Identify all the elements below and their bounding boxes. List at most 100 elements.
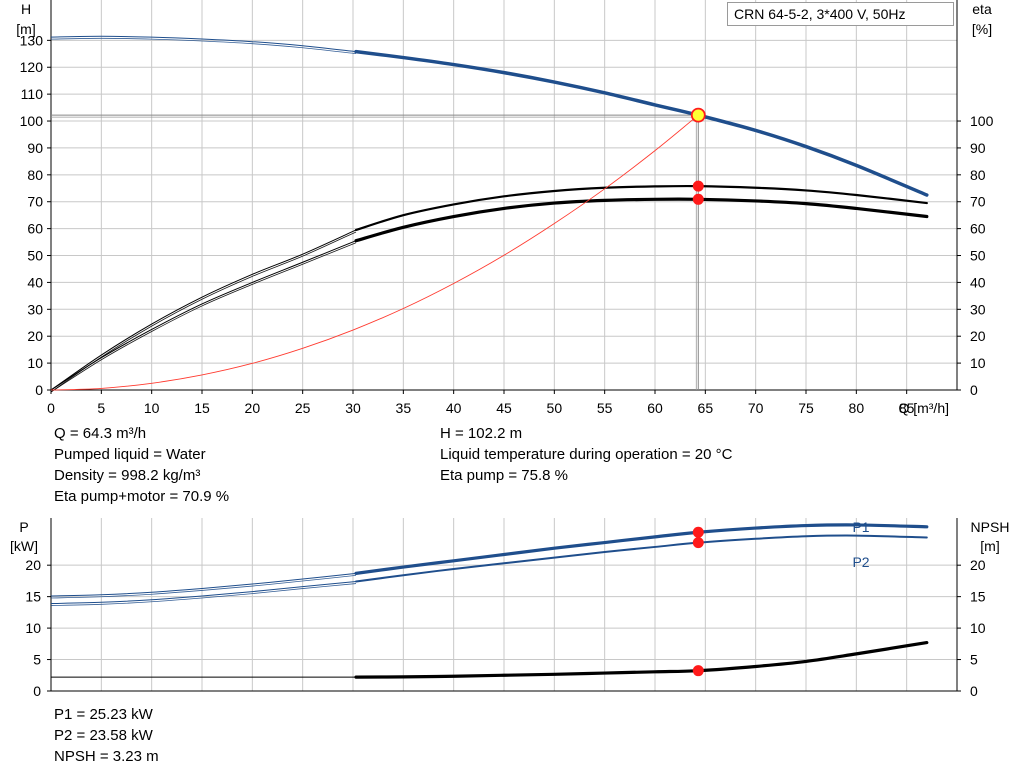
y-right-axis-title: eta	[972, 1, 992, 17]
info-bottom: P1 = 25.23 kW P2 = 23.58 kW NPSH = 3.23 …	[54, 704, 159, 767]
x-tick-label: 30	[345, 400, 361, 416]
x-tick-label: 65	[698, 400, 714, 416]
y-left-tick-label: 70	[27, 194, 43, 210]
eta-pump-curve-extrapolated-edge	[50, 231, 357, 393]
info-eta-total: Eta pump+motor = 70.9 %	[54, 488, 230, 505]
y-left-tick-label: 10	[27, 355, 43, 371]
y-left-axis-unit: [kW]	[10, 538, 38, 554]
y-left-tick-label: 0	[33, 683, 41, 699]
operating-point-marker	[692, 180, 704, 192]
y-left-axis-unit: [m]	[16, 21, 35, 37]
y-right-tick-label: 50	[970, 248, 986, 264]
y-left-tick-label: 20	[25, 557, 41, 573]
y-right-tick-label: 5	[970, 652, 978, 668]
eta-pump-curve	[354, 184, 928, 232]
info-npsh: NPSH = 3.23 m	[54, 748, 159, 765]
y-right-tick-label: 20	[970, 328, 986, 344]
duty-point-marker	[690, 107, 706, 123]
x-tick-label: 35	[396, 400, 412, 416]
y-right-tick-label: 100	[970, 113, 994, 129]
y-right-axis-unit: [%]	[972, 21, 992, 37]
info-temperature: Liquid temperature during operation = 20…	[440, 446, 733, 463]
y-left-tick-label: 90	[27, 140, 43, 156]
y-left-axis-title: H	[21, 1, 31, 17]
x-tick-label: 0	[47, 400, 55, 416]
series-label-p1: P1	[852, 519, 869, 535]
p2-curve	[355, 534, 928, 583]
y-right-tick-label: 70	[970, 194, 986, 210]
x-tick-label: 50	[547, 400, 563, 416]
series-label-p2: P2	[852, 554, 869, 570]
eta-total-curve	[354, 197, 929, 243]
info-head: H = 102.2 m	[440, 425, 523, 442]
y-left-tick-label: 30	[27, 301, 43, 317]
y-left-tick-label: 40	[27, 274, 43, 290]
x-tick-label: 70	[748, 400, 764, 416]
y-right-tick-label: 30	[970, 301, 986, 317]
y-right-tick-label: 0	[970, 683, 978, 699]
info-flow: Q = 64.3 m³/h	[54, 425, 147, 442]
p1-curve-extrapolated-edge	[50, 574, 357, 599]
npsh-curve	[354, 640, 929, 679]
y-right-tick-label: 80	[970, 167, 986, 183]
y-left-tick-label: 50	[27, 248, 43, 264]
p1-curve-extrapolated	[50, 572, 357, 597]
y-left-tick-label: 80	[27, 167, 43, 183]
eta-total-curve-extrapolated-edge	[50, 242, 357, 393]
x-tick-label: 40	[446, 400, 462, 416]
y-left-tick-label: 120	[20, 59, 44, 75]
y-left-tick-label: 110	[21, 86, 44, 102]
info-density: Density = 998.2 kg/m³	[54, 467, 201, 484]
y-left-tick-label: 5	[33, 652, 41, 668]
head-curve-extrapolated-edge	[50, 37, 357, 55]
x-tick-label: 85	[899, 400, 915, 416]
y-left-tick-label: 130	[20, 32, 44, 48]
x-tick-label: 55	[597, 400, 613, 416]
y-right-tick-label: 90	[970, 140, 986, 156]
system-curve	[50, 114, 699, 391]
y-right-tick-label: 40	[970, 274, 986, 290]
p2-curve-extrapolated	[50, 581, 357, 605]
y-left-tick-label: 10	[25, 620, 41, 636]
info-left: Q = 64.3 m³/h Pumped liquid = Water Dens…	[54, 423, 229, 507]
y-right-tick-label: 60	[970, 221, 986, 237]
info-liquid: Pumped liquid = Water	[54, 446, 206, 463]
y-left-tick-label: 0	[35, 382, 43, 398]
x-tick-label: 5	[97, 400, 105, 416]
y-right-tick-label: 15	[970, 589, 986, 605]
y-left-tick-label: 15	[25, 589, 41, 605]
x-axis-label: Q [m³/h]	[898, 400, 949, 416]
head-curve	[354, 49, 929, 197]
y-left-tick-label: 100	[20, 113, 44, 129]
y-right-axis-title: NPSH	[971, 519, 1010, 535]
x-tick-label: 75	[798, 400, 814, 416]
chart-legend-title: CRN 64-5-2, 3*400 V, 50Hz	[727, 2, 954, 26]
y-right-tick-label: 10	[970, 620, 986, 636]
operating-point-marker	[692, 665, 704, 677]
operating-point-marker	[692, 537, 704, 549]
x-tick-label: 60	[647, 400, 663, 416]
x-tick-label: 80	[849, 400, 865, 416]
x-tick-label: 20	[245, 400, 261, 416]
p1-curve	[354, 523, 929, 575]
eta-total-curve-extrapolated	[50, 240, 357, 391]
eta-pump-curve-extrapolated	[50, 229, 357, 391]
y-right-tick-label: 20	[970, 557, 986, 573]
p2-curve-extrapolated-edge	[50, 583, 357, 606]
operating-point-marker	[692, 193, 704, 205]
y-left-tick-label: 60	[27, 221, 43, 237]
y-left-tick-label: 20	[27, 328, 43, 344]
x-tick-label: 10	[144, 400, 160, 416]
info-right: H = 102.2 m Liquid temperature during op…	[440, 423, 732, 486]
y-right-tick-label: 10	[970, 355, 986, 371]
x-tick-label: 15	[194, 400, 210, 416]
y-right-tick-label: 0	[970, 382, 978, 398]
info-eta-pump: Eta pump = 75.8 %	[440, 467, 568, 484]
x-tick-label: 45	[496, 400, 512, 416]
x-tick-label: 25	[295, 400, 311, 416]
head-curve-extrapolated	[50, 35, 357, 53]
info-p1: P1 = 25.23 kW	[54, 706, 153, 723]
operating-point-marker	[692, 526, 704, 538]
info-p2: P2 = 23.58 kW	[54, 727, 153, 744]
